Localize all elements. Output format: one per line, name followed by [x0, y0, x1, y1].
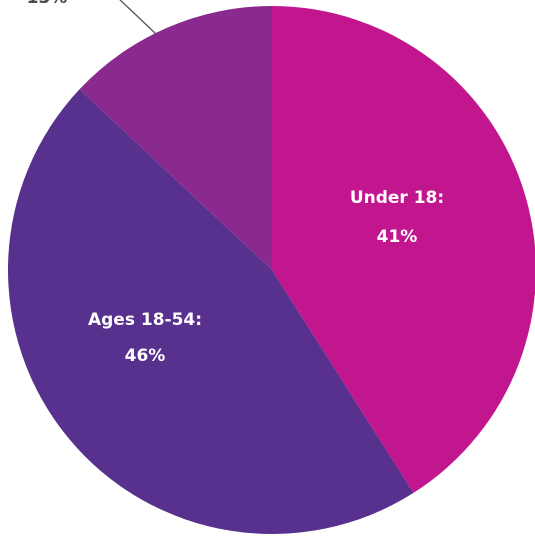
- pie-slice-2: [7, 89, 414, 534]
- pie-callouts: 13%: [27, 0, 157, 35]
- slice-value-1: 41%: [377, 227, 418, 247]
- pie-labels: Under 18: 41% Ages 18-54: 46%: [88, 188, 444, 366]
- pie-slice-3: [79, 6, 273, 270]
- slice-label-2: Ages 18-54:: [88, 310, 202, 330]
- callout-line-3: [119, 0, 157, 35]
- pie-slice-1: [272, 6, 535, 493]
- slice-label-1: Under 18:: [350, 188, 444, 208]
- slice-value-2: 46%: [125, 346, 166, 366]
- pie-slices: [7, 6, 535, 534]
- callout-value-3: 13%: [27, 0, 68, 8]
